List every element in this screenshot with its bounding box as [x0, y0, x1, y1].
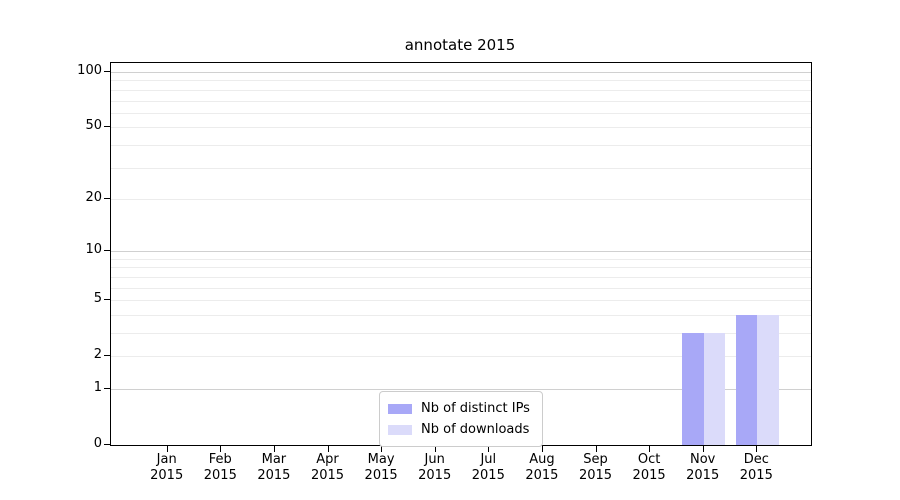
bar-downloads-dec: [757, 314, 779, 445]
x-tick-label: Feb 2015: [188, 452, 252, 484]
minor-gridline: [111, 144, 811, 146]
major-gridline: [111, 388, 811, 390]
x-axis-tick: [488, 446, 490, 452]
minor-gridline: [111, 80, 811, 82]
x-tick-label: Dec 2015: [724, 452, 788, 484]
x-axis-tick: [273, 446, 275, 452]
y-axis-tick: [104, 250, 110, 252]
chart-title: annotate 2015: [404, 36, 516, 54]
x-tick-label-year: 2015: [525, 468, 559, 483]
y-axis-tick: [104, 197, 110, 199]
minor-gridline: [111, 127, 811, 129]
y-tick-label: 1: [93, 379, 102, 395]
x-tick-label: Oct 2015: [617, 452, 681, 484]
x-tick-label: Apr 2015: [296, 452, 360, 484]
y-tick-label: 5: [93, 291, 102, 307]
y-axis-tick: [104, 126, 110, 128]
x-tick-label-month: Sep: [583, 452, 608, 467]
minor-gridline: [111, 258, 811, 260]
y-tick-label: 10: [85, 242, 102, 258]
legend-label-distinct-ips: Nb of distinct IPs: [421, 401, 530, 416]
bar-downloads-nov: [703, 332, 726, 445]
x-tick-label: Jun 2015: [403, 452, 467, 484]
x-tick-label-year: 2015: [632, 468, 666, 483]
legend-entry-distinct-ips: Nb of distinct IPs: [388, 398, 534, 419]
minor-gridline: [111, 300, 811, 302]
x-tick-label-year: 2015: [257, 468, 291, 483]
minor-gridline: [111, 287, 811, 289]
x-axis-tick: [434, 446, 436, 452]
x-axis-tick: [541, 446, 543, 452]
major-gridline: [111, 72, 811, 74]
minor-gridline: [111, 112, 811, 114]
x-tick-label-month: Aug: [529, 452, 555, 467]
x-axis-tick: [166, 446, 168, 452]
x-tick-label-month: Jul: [480, 452, 497, 467]
x-tick-label: Sep 2015: [564, 452, 628, 484]
x-tick-label-month: Jun: [424, 452, 445, 467]
y-axis-tick: [104, 444, 110, 445]
plot-area: Nb of distinct IPs Nb of downloads: [110, 62, 812, 447]
y-axis-tick: [104, 299, 110, 301]
minor-gridline: [111, 314, 811, 316]
minor-gridline: [111, 198, 811, 200]
x-axis-tick: [327, 446, 329, 452]
x-axis-tick: [649, 446, 651, 452]
x-tick-label: Jul 2015: [456, 452, 520, 484]
minor-gridline: [111, 267, 811, 269]
y-tick-label: 100: [77, 63, 102, 79]
x-tick-label: Mar 2015: [242, 452, 306, 484]
x-tick-label: May 2015: [349, 452, 413, 484]
x-tick-label: Jan 2015: [135, 452, 199, 484]
x-tick-label-month: Mar: [261, 452, 287, 467]
legend-swatch-downloads: [388, 424, 412, 435]
legend-swatch-distinct-ips: [388, 403, 412, 414]
x-tick-label-month: Apr: [316, 452, 339, 467]
minor-gridline: [111, 167, 811, 169]
x-tick-label: Nov 2015: [671, 452, 735, 484]
x-tick-label-month: Oct: [637, 452, 661, 467]
x-tick-label-year: 2015: [310, 468, 345, 483]
x-axis-tick: [381, 446, 383, 452]
x-axis-tick: [702, 446, 704, 452]
x-tick-label-year: 2015: [471, 468, 505, 483]
bar-distinct-ips-dec: [735, 314, 758, 445]
y-axis-tick: [104, 355, 110, 357]
x-tick-label-month: Feb: [208, 452, 232, 467]
legend-label-downloads: Nb of downloads: [421, 422, 530, 437]
x-tick-label-month: May: [367, 452, 395, 467]
y-axis-tick: [104, 387, 110, 389]
major-gridline: [111, 251, 811, 253]
legend: Nb of distinct IPs Nb of downloads: [379, 391, 543, 447]
x-tick-label-year: 2015: [418, 468, 452, 483]
x-tick-label-year: 2015: [364, 468, 398, 483]
x-tick-label-year: 2015: [686, 468, 720, 483]
y-tick-label: 20: [85, 189, 102, 205]
minor-gridline: [111, 276, 811, 278]
x-tick-label-year: 2015: [150, 468, 184, 483]
legend-entry-downloads: Nb of downloads: [388, 419, 534, 440]
x-axis-tick: [220, 446, 222, 452]
minor-gridline: [111, 100, 811, 102]
y-axis-tick: [104, 71, 110, 73]
x-axis-tick: [595, 446, 597, 452]
x-tick-label-month: Jan: [156, 452, 177, 467]
y-tick-label: 2: [93, 347, 102, 363]
x-tick-label-year: 2015: [578, 468, 613, 483]
minor-gridline: [111, 356, 811, 358]
y-tick-label: 50: [85, 118, 102, 134]
x-tick-label-year: 2015: [203, 468, 237, 483]
x-tick-label: Aug 2015: [510, 452, 574, 484]
x-tick-label-month: Nov: [690, 452, 716, 467]
bar-distinct-ips-nov: [682, 332, 704, 445]
minor-gridline: [111, 89, 811, 91]
x-tick-label-month: Dec: [743, 452, 769, 467]
minor-gridline: [111, 332, 811, 334]
y-tick-label: 0: [93, 436, 102, 451]
x-axis-tick: [756, 446, 758, 452]
x-tick-label-year: 2015: [739, 468, 773, 483]
